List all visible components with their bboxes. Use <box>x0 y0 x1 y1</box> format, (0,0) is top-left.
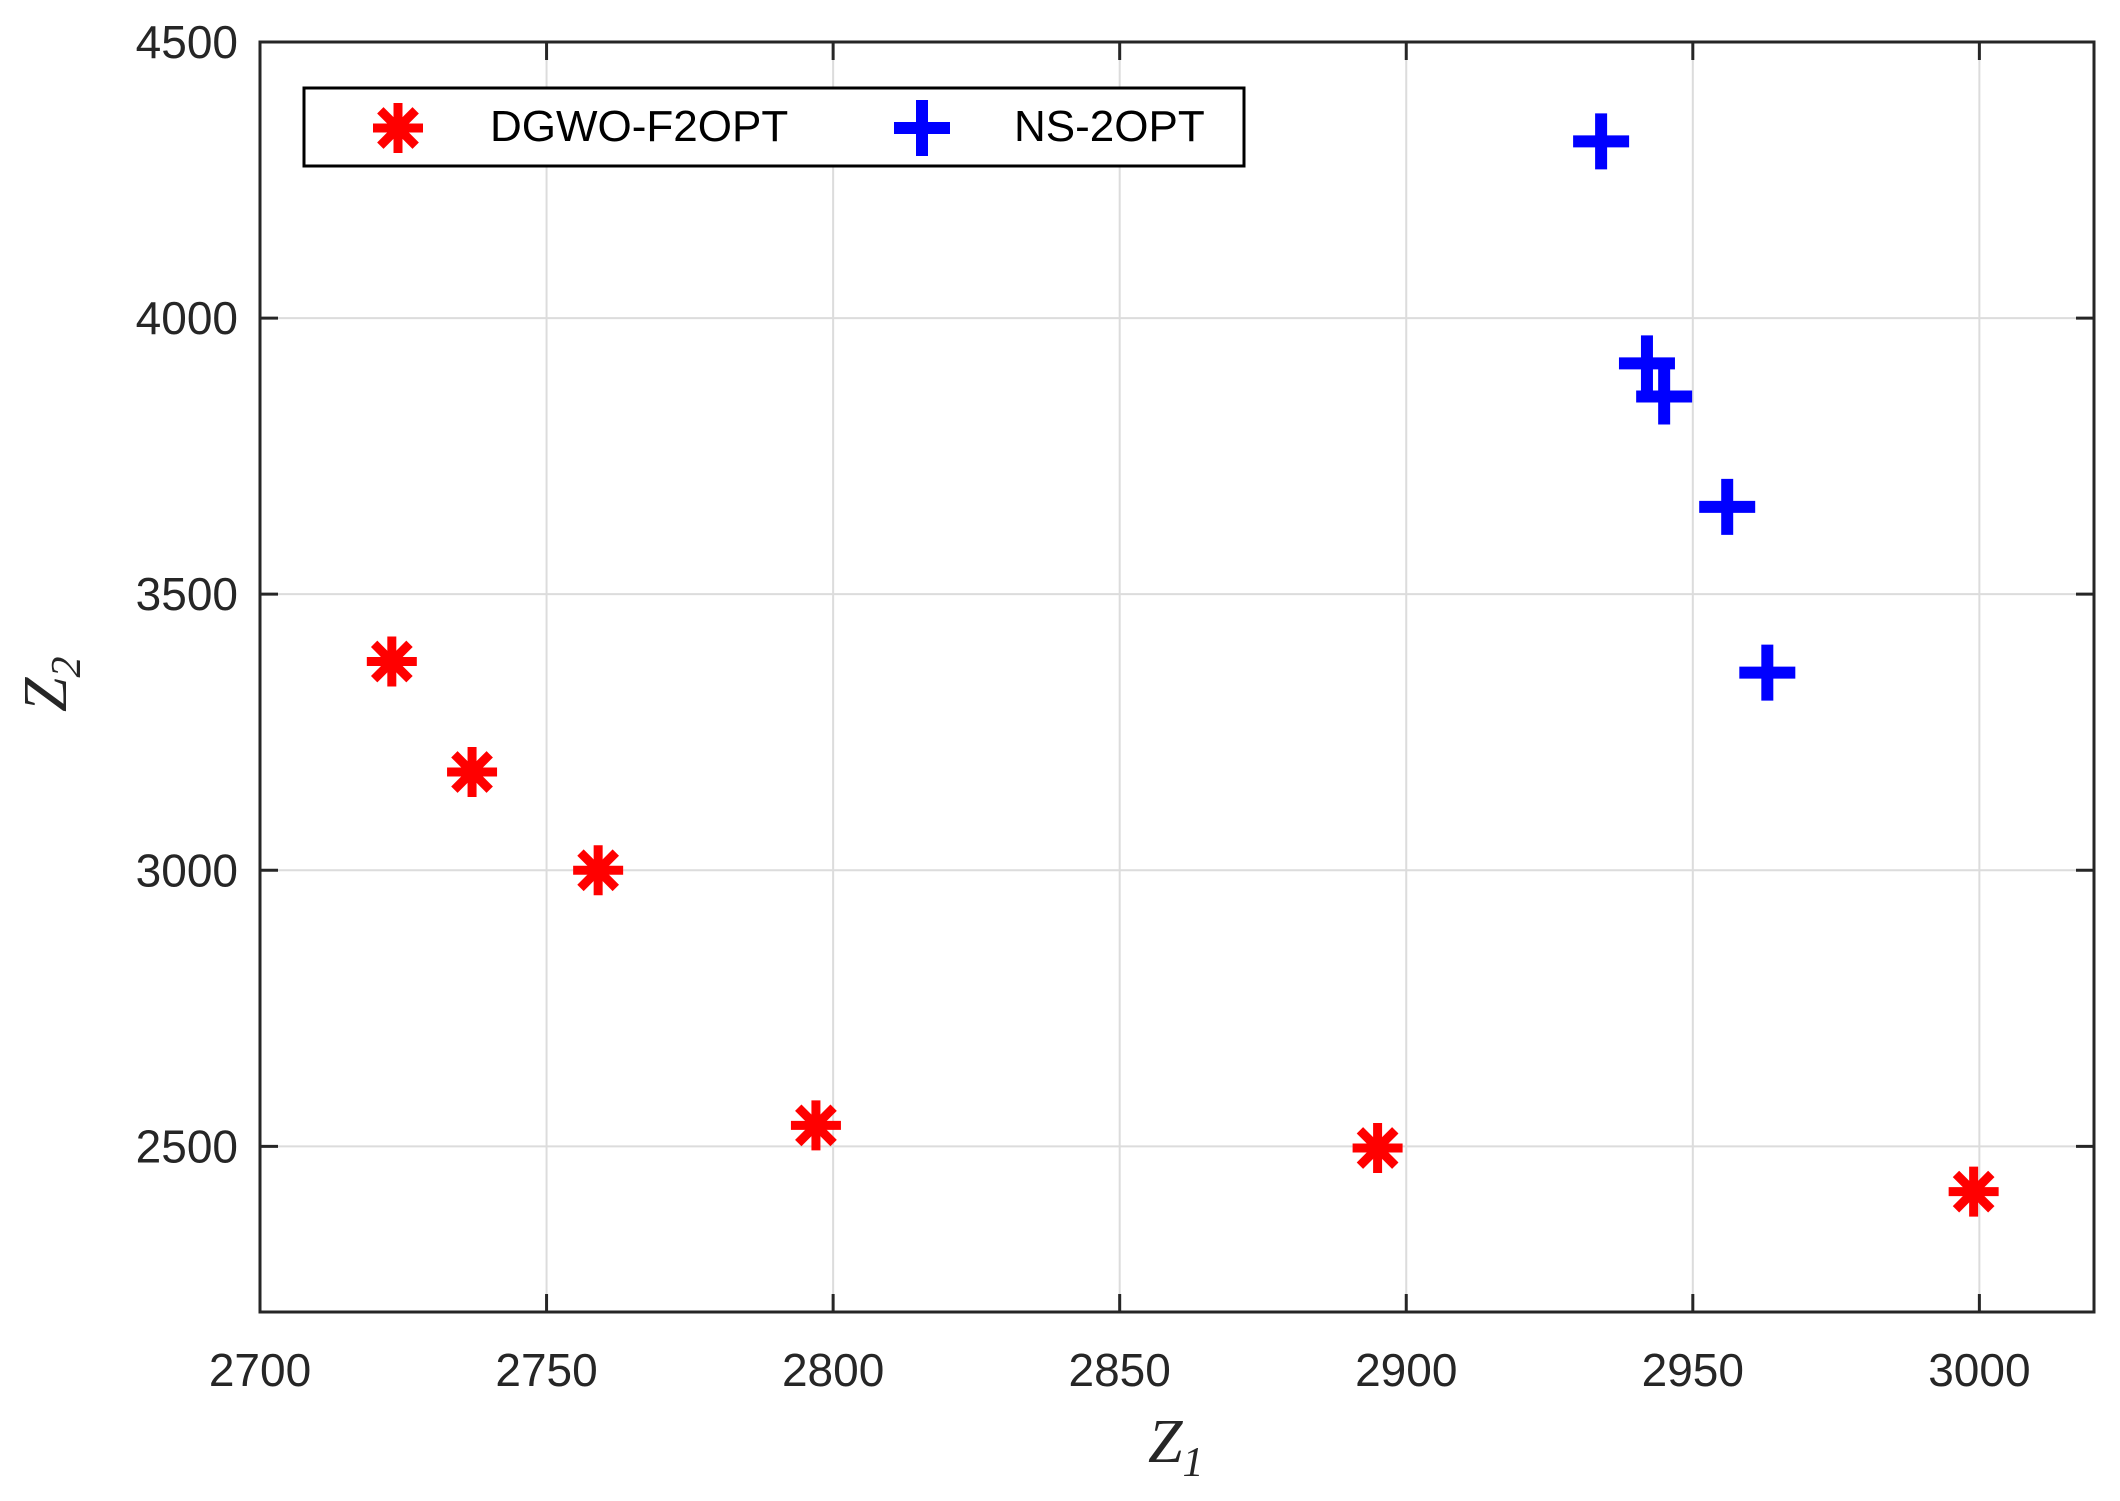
legend-label-dgwo-f2opt: DGWO-F2OPT <box>490 102 788 151</box>
x-tick-label: 2850 <box>1069 1344 1171 1396</box>
x-axis-label: Z1 <box>1148 1408 1203 1486</box>
legend-label-ns-2opt: NS-2OPT <box>1014 102 1205 151</box>
data-point-dgwo-f2opt <box>790 1100 841 1151</box>
data-point-dgwo-f2opt <box>1948 1166 1999 1217</box>
legend-box <box>302 86 1246 168</box>
y-tick-label: 3000 <box>136 844 238 896</box>
data-point-ns-2opt <box>1573 113 1630 170</box>
y-tick-label: 4500 <box>136 16 238 68</box>
legend: DGWO-F2OPT NS-2OPT <box>302 86 1246 168</box>
legend-marker-dgwo-f2opt <box>373 103 423 153</box>
x-tick-label: 2750 <box>495 1344 597 1396</box>
x-tick-label: 2700 <box>209 1344 311 1396</box>
axes-box <box>258 40 2096 1314</box>
data-point-ns-2opt <box>1739 644 1796 701</box>
plot-area <box>260 42 2094 1312</box>
x-tick-label: 2950 <box>1642 1344 1744 1396</box>
y-tick-label: 4000 <box>136 292 238 344</box>
x-tick-label: 3000 <box>1928 1344 2030 1396</box>
data-point-ns-2opt <box>1618 335 1675 392</box>
y-tick-label: 2500 <box>136 1120 238 1172</box>
data-points <box>366 113 1999 1217</box>
legend-marker-ns-2opt <box>894 100 950 156</box>
legend-marker-symbol <box>373 103 423 153</box>
data-point-ns-2opt <box>1699 478 1756 535</box>
x-tick-labels: 2700 2750 2800 2850 2900 2950 3000 <box>209 1344 2031 1396</box>
data-point-dgwo-f2opt <box>1352 1123 1403 1174</box>
legend-marker-symbol <box>894 100 950 156</box>
data-point-dgwo-f2opt <box>573 845 624 896</box>
axis-ticks <box>258 40 2094 1312</box>
y-axis-label: Z2 <box>12 657 90 712</box>
y-tick-label: 3500 <box>136 568 238 620</box>
data-point-ns-2opt <box>1636 368 1693 425</box>
x-tick-label: 2800 <box>782 1344 884 1396</box>
x-tick-label: 2900 <box>1355 1344 1457 1396</box>
data-point-dgwo-f2opt <box>366 636 417 687</box>
data-point-dgwo-f2opt <box>447 746 498 797</box>
y-tick-labels: 2500 3000 3500 4000 4500 <box>136 16 238 1172</box>
